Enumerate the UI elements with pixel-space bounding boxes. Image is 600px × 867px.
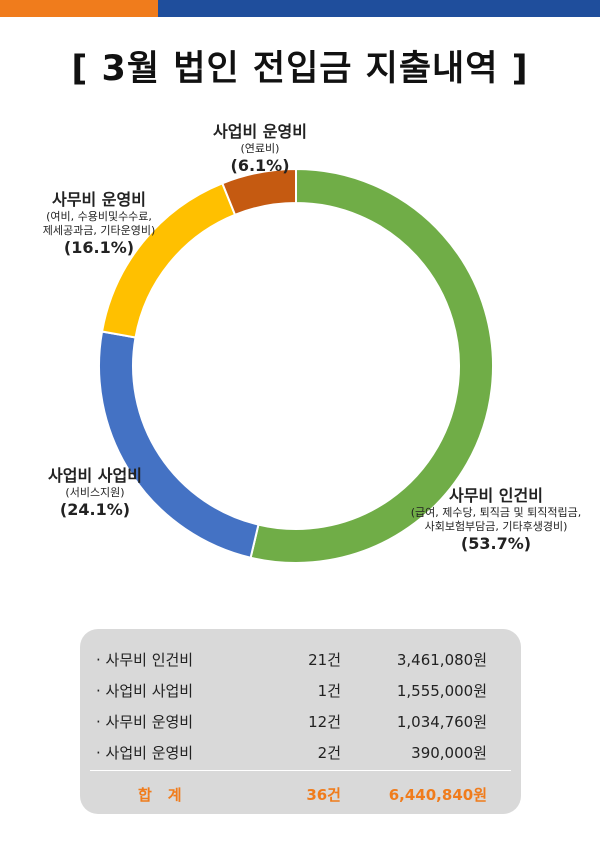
table-row: · 사업비 운영비 2건 390,000원 [80, 736, 521, 766]
row-amount: 3,461,080원 [396, 651, 487, 669]
slice-0-detail-2: 사회보험부담금, 기타후생경비) [424, 520, 568, 533]
row-name: · 사업비 사업비 [96, 682, 194, 700]
slice-0-detail-1: (급여, 제수당, 퇴직금 및 퇴직적립금, [410, 506, 582, 519]
total-label: 합계 [138, 786, 198, 804]
total-count: 36건 [306, 786, 341, 804]
slice-3-pct: (6.1%) [230, 156, 290, 175]
label-sawubi-unyeongbi: 사무비 운영비 (여비, 수용비및수수료, 제세공과금, 기타운영비) (16.… [14, 190, 184, 258]
row-amount: 390,000원 [411, 744, 487, 762]
row-amount: 1,555,000원 [396, 682, 487, 700]
slice-2-pct: (16.1%) [63, 238, 135, 257]
donut-slice-0 [249, 167, 494, 564]
slice-2-detail-2: 제세공과금, 기타운영비) [42, 224, 156, 237]
header-accent-orange [0, 0, 158, 17]
total-amount: 6,440,840원 [388, 786, 487, 804]
table-row: · 사무비 운영비 12건 1,034,760원 [80, 705, 521, 735]
slice-1-detail-1: (서비스지원) [65, 486, 125, 499]
table-divider [90, 770, 511, 771]
donut-slice-1 [98, 330, 260, 559]
slice-2-name: 사무비 운영비 [52, 190, 146, 209]
row-amount: 1,034,760원 [396, 713, 487, 731]
row-name: · 사무비 운영비 [96, 713, 194, 731]
label-saeopbi-unyeongbi: 사업비 운영비 (연료비) (6.1%) [180, 122, 340, 176]
slice-3-detail-1: (연료비) [240, 142, 280, 155]
slice-1-pct: (24.1%) [59, 500, 131, 519]
table-row: · 사무비 인건비 21건 3,461,080원 [80, 643, 521, 673]
donut-slice-3 [221, 167, 297, 217]
page-title: [ 3월 법인 전입금 지출내역 ] [71, 49, 529, 89]
row-count: 2건 [317, 744, 341, 762]
summary-table: · 사무비 인건비 21건 3,461,080원 · 사업비 사업비 1건 1,… [80, 629, 521, 814]
row-count: 1건 [317, 682, 341, 700]
row-name: · 사업비 운영비 [96, 744, 194, 762]
slice-0-name: 사무비 인건비 [449, 486, 543, 505]
slice-3-name: 사업비 운영비 [213, 122, 307, 141]
slice-0-pct: (53.7%) [460, 534, 532, 553]
label-sawubi-ingeonbi: 사무비 인건비 (급여, 제수당, 퇴직금 및 퇴직적립금, 사회보험부담금, … [396, 486, 596, 554]
header-accent-blue [158, 0, 600, 17]
row-count: 12건 [308, 713, 341, 731]
slice-1-name: 사업비 사업비 [48, 466, 142, 485]
donut-chart [98, 167, 494, 564]
row-name: · 사무비 인건비 [96, 651, 194, 669]
table-row: · 사업비 사업비 1건 1,555,000원 [80, 674, 521, 704]
total-row: 합계 36건 6,440,840원 [80, 778, 521, 808]
slice-2-detail-1: (여비, 수용비및수수료, [46, 210, 152, 223]
label-saeopbi-saeopbi: 사업비 사업비 (서비스지원) (24.1%) [20, 466, 170, 520]
row-count: 21건 [308, 651, 341, 669]
